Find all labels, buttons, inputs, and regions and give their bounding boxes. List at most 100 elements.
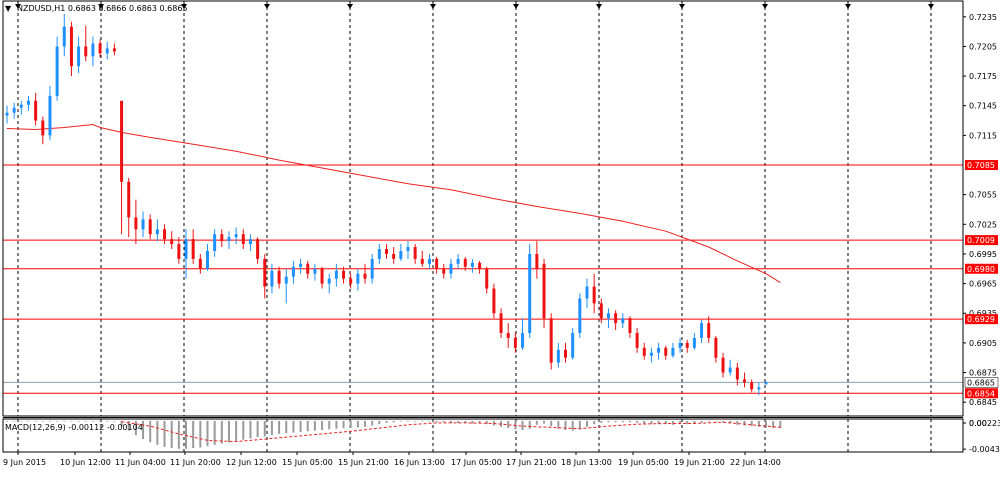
macd-bar: [356, 420, 359, 428]
candle-body: [535, 253, 539, 269]
candle-body: [470, 262, 474, 267]
time-marker-icon: [679, 4, 685, 9]
macd-bar: [364, 420, 367, 427]
candle-body: [184, 239, 188, 259]
macd-bar: [600, 420, 603, 423]
candle-body: [549, 318, 553, 363]
candle-body: [707, 323, 711, 338]
candle-body: [205, 250, 209, 269]
macd-bar: [235, 420, 238, 441]
macd-bar: [399, 420, 402, 422]
candle-body: [148, 219, 152, 235]
candle-body: [592, 286, 596, 304]
macd-bar: [227, 420, 230, 443]
candle-body: [463, 258, 467, 267]
candle-body: [456, 258, 460, 264]
candle-body: [635, 333, 639, 348]
candle-body: [134, 217, 138, 230]
price-tick-label: 0.6905: [969, 339, 997, 348]
candle-body: [141, 219, 145, 230]
macd-bar: [478, 420, 481, 424]
candle-body: [664, 347, 668, 356]
candle-body: [170, 239, 174, 245]
price-tick-label: 0.7055: [969, 191, 997, 200]
candle-body: [728, 367, 732, 373]
candle-body: [55, 46, 59, 96]
macd-bar: [485, 420, 488, 425]
candle-body: [120, 100, 124, 182]
level-label-box: [965, 263, 998, 274]
candle-body: [435, 258, 439, 269]
macd-bar: [471, 420, 474, 424]
candle-body: [714, 337, 718, 358]
macd-tick-label: 0.00: [969, 419, 987, 428]
candle-body: [564, 349, 568, 358]
candle-body: [735, 367, 739, 380]
macd-bar: [607, 420, 610, 423]
macd-bar: [628, 420, 631, 423]
candle-body: [234, 234, 238, 238]
candle-body: [12, 107, 16, 113]
candle-body: [556, 349, 560, 363]
macd-bar: [170, 420, 173, 449]
macd-bar: [77, 420, 80, 422]
macd-bar: [664, 420, 667, 425]
macd-bar: [650, 420, 653, 425]
macd-panel: [6, 420, 782, 449]
macd-bar: [700, 420, 703, 423]
candle-body: [19, 104, 23, 108]
macd-bar: [464, 420, 467, 423]
macd-bar: [163, 420, 166, 447]
macd-bar: [414, 420, 417, 422]
candle-body: [492, 288, 496, 314]
macd-bar: [714, 420, 717, 422]
time-tick-label: 18 Jun 13:00: [561, 458, 612, 467]
candle-body: [277, 270, 281, 284]
macd-bar: [256, 420, 259, 438]
candle-body: [241, 234, 245, 245]
candle-body: [112, 48, 116, 52]
candle-body: [248, 239, 252, 245]
macd-bar: [729, 420, 732, 424]
macd-bar: [313, 420, 316, 431]
candle-body: [227, 237, 231, 242]
level-label-box: [965, 235, 998, 246]
candle-body: [41, 120, 45, 136]
macd-bar: [750, 420, 753, 427]
time-marker-icon: [264, 4, 270, 9]
macd-bar: [614, 420, 617, 423]
time-marker-icon: [928, 4, 934, 9]
macd-bar: [99, 420, 102, 422]
macd-bar: [34, 420, 37, 422]
candle-body: [642, 347, 646, 356]
candle-body: [743, 379, 747, 383]
candle-body: [163, 229, 167, 240]
time-tick-label: 12 Jun 12:00: [226, 458, 277, 467]
candle-body: [320, 268, 324, 284]
macd-bar: [91, 420, 94, 422]
macd-bar: [385, 420, 388, 423]
macd-bar: [106, 420, 109, 422]
level-label-box: [965, 388, 998, 399]
macd-bar: [378, 420, 381, 425]
time-tick-label: 19 Jun 05:00: [618, 458, 669, 467]
candle-body: [62, 26, 66, 47]
price-tick-label: 0.6965: [969, 280, 997, 289]
price-tick-label: 0.7145: [969, 102, 997, 111]
candle-body: [84, 46, 88, 57]
candle-body: [392, 253, 396, 259]
time-tick-label: 17 Jun 05:00: [451, 458, 502, 467]
macd-bar: [528, 420, 531, 429]
price-tick-label: 0.7235: [969, 13, 997, 22]
macd-bar: [406, 420, 409, 422]
macd-tick-label: 0.00223: [969, 419, 1000, 428]
time-marker-icon: [596, 4, 602, 9]
candle-body: [385, 249, 388, 254]
macd-bar: [63, 420, 66, 422]
macd-bar: [84, 420, 87, 422]
time-tick-label: 19 Jun 21:00: [674, 458, 725, 467]
macd-bar: [292, 420, 295, 433]
candle-body: [299, 263, 303, 267]
candle-body: [571, 333, 575, 358]
candle-body: [542, 263, 546, 319]
